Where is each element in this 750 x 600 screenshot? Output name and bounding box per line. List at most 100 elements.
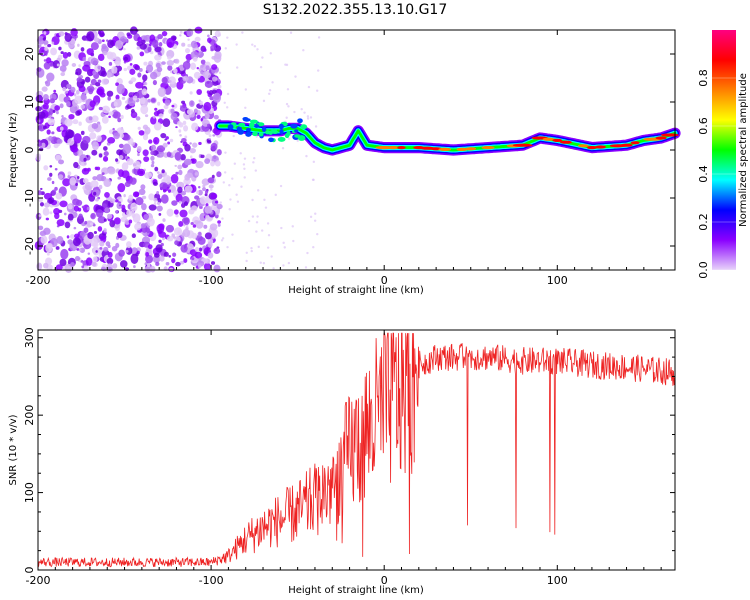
- noise-blob: [292, 239, 295, 243]
- noise-blob: [118, 204, 122, 207]
- noise-blob: [150, 164, 155, 168]
- noise-blob: [196, 113, 199, 116]
- noise-blob: [307, 85, 311, 89]
- noise-blob: [311, 178, 315, 181]
- noise-blob: [147, 217, 155, 227]
- noise-blob: [36, 154, 42, 161]
- noise-blob: [161, 77, 168, 84]
- noise-blob: [210, 142, 218, 151]
- noise-blob: [165, 262, 170, 266]
- noise-blob: [78, 248, 82, 252]
- noise-blob: [73, 161, 79, 169]
- noise-blob: [158, 212, 162, 216]
- noise-blob: [243, 167, 246, 170]
- x-tick-label: 0: [381, 274, 388, 287]
- noise-blob: [61, 114, 64, 118]
- noise-blob: [217, 223, 221, 227]
- noise-blob: [107, 39, 114, 49]
- noise-blob: [205, 203, 209, 207]
- noise-blob: [124, 100, 128, 104]
- noise-blob: [151, 160, 155, 165]
- noise-blob: [107, 244, 111, 249]
- noise-blob: [175, 193, 183, 203]
- signal-hotspot: [465, 147, 477, 151]
- snr-panel: -200 -100 0 100 0 100 200 300 Height of straig…: [8, 327, 676, 596]
- noise-blob: [130, 77, 137, 83]
- noise-blob: [70, 86, 76, 93]
- noise-blob: [114, 210, 118, 214]
- noise-blob: [309, 215, 313, 219]
- noise-blob: [173, 227, 183, 236]
- signal-hotspot: [660, 133, 679, 137]
- noise-blob: [80, 47, 85, 52]
- noise-blob: [156, 171, 160, 174]
- noise-blob: [111, 65, 118, 74]
- noise-blob: [68, 114, 75, 120]
- noise-blob: [123, 56, 129, 61]
- noise-blob: [106, 90, 114, 97]
- noise-blob: [178, 221, 184, 227]
- signal-blob: [245, 131, 252, 137]
- noise-blob: [142, 74, 148, 82]
- noise-blob: [152, 39, 159, 48]
- noise-blob: [190, 207, 193, 211]
- noise-blob: [250, 246, 253, 250]
- noise-blob: [103, 178, 112, 188]
- noise-blob: [222, 181, 225, 184]
- noise-blob: [101, 116, 109, 124]
- noise-blob: [178, 122, 184, 128]
- noise-blob: [200, 154, 205, 159]
- noise-blob: [182, 75, 189, 82]
- noise-blob: [226, 106, 229, 109]
- noise-blob: [164, 138, 167, 141]
- noise-blob: [199, 100, 203, 106]
- noise-blob: [97, 216, 106, 224]
- signal-blob: [279, 129, 284, 135]
- noise-blob: [287, 261, 291, 265]
- signal-blob: [294, 134, 301, 138]
- noise-blob: [108, 115, 111, 119]
- noise-blob: [37, 141, 42, 147]
- noise-blob: [191, 257, 195, 261]
- noise-blob: [53, 143, 59, 149]
- noise-blob: [99, 247, 103, 250]
- noise-blob: [89, 83, 93, 87]
- noise-blob: [243, 157, 247, 160]
- noise-blob: [108, 111, 114, 116]
- noise-blob: [55, 246, 60, 250]
- snr-series-line: [37, 332, 676, 568]
- noise-blob: [166, 60, 174, 66]
- signal-blob: [271, 128, 277, 133]
- noise-blob: [128, 194, 134, 201]
- noise-blob: [92, 176, 98, 181]
- noise-blob: [48, 135, 53, 142]
- noise-blob: [79, 247, 86, 253]
- noise-blob: [144, 126, 151, 135]
- noise-blob: [219, 201, 222, 204]
- noise-blob: [203, 224, 208, 229]
- noise-blob: [139, 43, 147, 50]
- noise-blob: [91, 141, 100, 151]
- noise-blob: [138, 130, 145, 136]
- noise-blob: [156, 205, 163, 212]
- noise-blob: [161, 31, 168, 37]
- signal-blob: [286, 130, 291, 136]
- noise-blob: [141, 195, 147, 200]
- y-tick-label: -20: [23, 237, 36, 255]
- noise-blob: [207, 252, 214, 259]
- noise-blob: [212, 92, 222, 103]
- noise-blob: [182, 228, 191, 238]
- noise-blob: [56, 236, 64, 245]
- noise-blob: [95, 82, 101, 87]
- noise-blob: [213, 264, 221, 273]
- noise-blob: [62, 178, 71, 187]
- figure-title: S132.2022.355.13.10.G17: [263, 2, 448, 18]
- noise-blob: [183, 201, 189, 207]
- noise-blob: [78, 121, 82, 126]
- noise-blob: [121, 204, 126, 210]
- noise-blob: [160, 108, 165, 113]
- noise-blob: [178, 200, 182, 204]
- noise-blob: [149, 71, 158, 80]
- noise-blob: [153, 201, 157, 206]
- noise-blob: [49, 211, 53, 215]
